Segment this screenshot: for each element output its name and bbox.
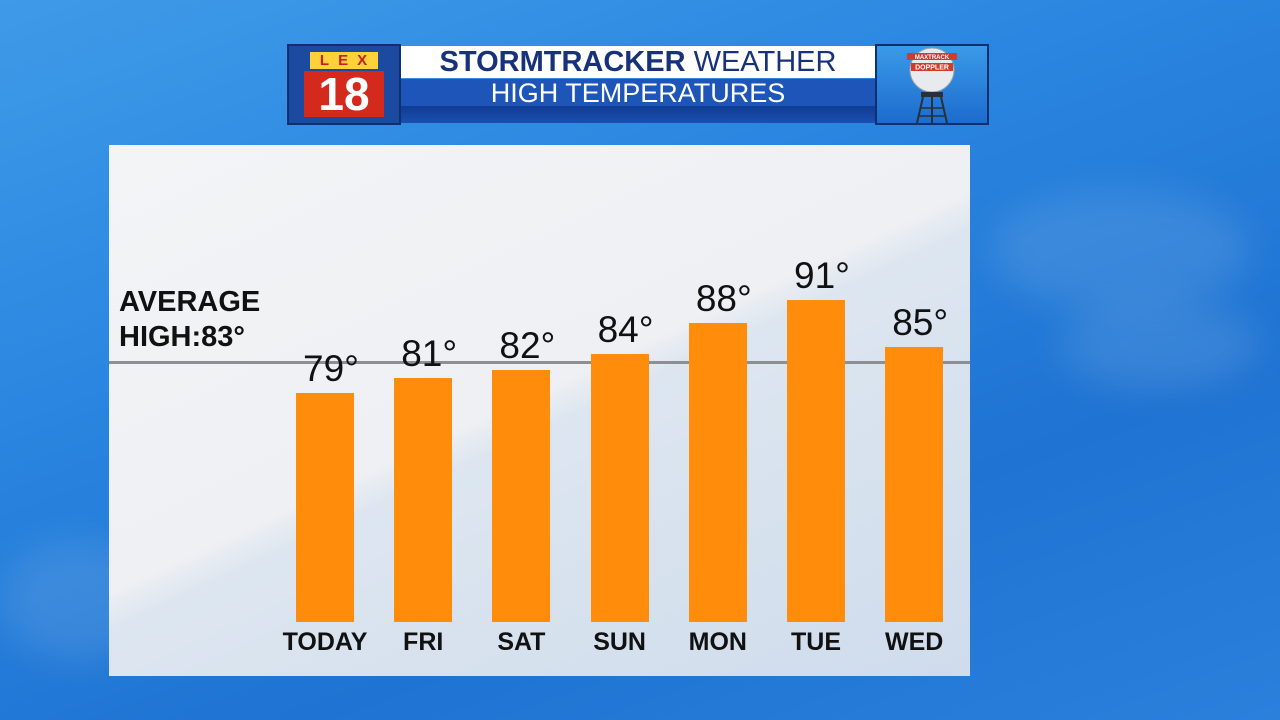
- category-label-mon: MON: [688, 628, 747, 656]
- title-bold: STORMTRACKER: [439, 46, 686, 78]
- title-stripe: [401, 106, 875, 123]
- title-block: STORMTRACKER WEATHER HIGH TEMPERATURES: [401, 44, 875, 125]
- weather-header: LEX 18 STORMTRACKER WEATHER HIGH TEMPERA…: [287, 44, 989, 125]
- background-cloud: [990, 190, 1250, 310]
- value-label-wed: 85°: [892, 301, 949, 343]
- radar-tower-icon: MAXTRACK DOPPLER: [907, 47, 957, 124]
- page-title: STORMTRACKER WEATHER: [401, 46, 875, 78]
- lex18-logo: LEX 18: [287, 44, 401, 125]
- logo-number: 18: [304, 71, 384, 117]
- page-subtitle: HIGH TEMPERATURES: [401, 79, 875, 107]
- value-label-fri: 81°: [401, 332, 458, 374]
- category-label-fri: FRI: [403, 628, 444, 656]
- value-label-mon: 88°: [695, 278, 752, 320]
- bar-today: [296, 393, 354, 622]
- value-label-tue: 91°: [794, 254, 850, 296]
- category-label-wed: WED: [885, 628, 944, 656]
- category-label-today: TODAY: [282, 628, 368, 656]
- average-high-line: [109, 361, 970, 364]
- background-cloud: [1060, 300, 1260, 390]
- value-label-sun: 84°: [597, 309, 654, 351]
- chart-panel: AVERAGE HIGH:83° 79° TODAY 81° FRI 82° SAT 84°…: [109, 145, 970, 676]
- category-label-tue: TUE: [791, 628, 841, 656]
- title-rest: WEATHER: [693, 46, 837, 78]
- value-label-sat: 82°: [499, 325, 556, 367]
- bar-tue: [787, 299, 845, 622]
- tower-label-top: MAXTRACK: [915, 55, 950, 61]
- bar-fri: [394, 377, 453, 622]
- tower-label-bottom: DOPPLER: [915, 65, 949, 72]
- logo-lex-text: LEX: [309, 52, 379, 69]
- category-label-sun: SUN: [593, 628, 646, 656]
- maxtrack-doppler-logo: MAXTRACK DOPPLER: [875, 44, 989, 125]
- average-high-label: AVERAGE HIGH:83°: [119, 286, 261, 353]
- value-label-today: 79°: [303, 348, 359, 390]
- bar-sat: [492, 370, 551, 622]
- bar-wed: [885, 346, 944, 622]
- bar-mon: [688, 323, 747, 622]
- bar-sun: [590, 354, 649, 622]
- category-label-sat: SAT: [497, 628, 546, 656]
